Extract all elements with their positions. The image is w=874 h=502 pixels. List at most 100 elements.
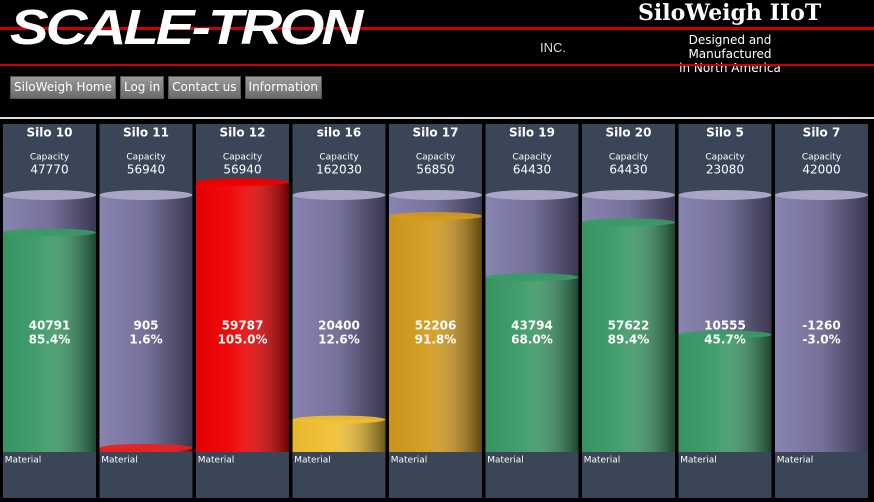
percent-value: 68.0% — [511, 333, 553, 347]
fill-top — [678, 330, 772, 339]
fill-top — [389, 212, 482, 221]
silo-top — [678, 190, 772, 200]
material-label: Material — [5, 456, 42, 466]
capacity-label: Capacity — [705, 153, 745, 163]
material-label: Material — [198, 456, 235, 466]
fill-top — [485, 273, 579, 282]
capacity-label: Capacity — [416, 153, 456, 163]
material-band — [99, 452, 193, 498]
percent-value: 12.6% — [318, 333, 360, 347]
fill-shade — [389, 216, 482, 452]
material-band — [485, 452, 579, 498]
material-label: Material — [584, 456, 621, 466]
percent-value: 45.7% — [704, 333, 746, 347]
material-label: Material — [777, 456, 814, 466]
level-value: 57622 — [608, 319, 650, 333]
silo-name: Silo 5 — [706, 126, 744, 140]
silo-name: Silo 11 — [123, 126, 169, 140]
fill-shade — [196, 182, 289, 452]
fill-top — [3, 228, 96, 237]
level-value: 40791 — [29, 319, 71, 333]
silo-top — [3, 190, 96, 200]
silo-top — [775, 190, 868, 200]
capacity-value: 64430 — [513, 163, 551, 177]
material-label: Material — [294, 456, 331, 466]
material-band — [678, 452, 772, 498]
silo-name: Silo 20 — [606, 126, 652, 140]
logo: SCALE-TRON — [10, 0, 363, 56]
silo-name: silo 16 — [317, 126, 362, 140]
nav-item[interactable]: SiloWeigh Home — [10, 76, 116, 99]
logo-line — [0, 27, 874, 30]
material-band — [582, 452, 675, 498]
fill-shade — [3, 232, 96, 452]
separator — [0, 117, 874, 119]
silo-name: Silo 10 — [27, 126, 73, 140]
material-label: Material — [391, 456, 428, 466]
nav-item[interactable]: Information — [244, 76, 322, 99]
fill-shade — [678, 334, 772, 452]
capacity-value: 42000 — [802, 163, 840, 177]
silo-name: Silo 19 — [509, 126, 555, 140]
nav-bar: SiloWeigh Home Log in Contact us Informatio… — [10, 76, 322, 99]
capacity-label: Capacity — [126, 153, 166, 163]
silo-top — [292, 190, 386, 200]
fill-top — [99, 443, 193, 452]
fill-shade — [485, 277, 579, 452]
material-label: Material — [101, 456, 138, 466]
silo-shell — [292, 195, 386, 452]
silo-shell — [775, 195, 868, 452]
level-value: 905 — [133, 319, 158, 333]
level-value: 10555 — [704, 319, 746, 333]
capacity-value: 47770 — [30, 163, 68, 177]
silo-shell — [99, 195, 193, 452]
header-line — [0, 64, 874, 66]
fill-shade — [292, 419, 386, 452]
capacity-label: Capacity — [223, 153, 263, 163]
capacity-label: Capacity — [609, 153, 649, 163]
capacity-value: 56940 — [127, 163, 165, 177]
capacity-value: 23080 — [706, 163, 744, 177]
capacity-value: 64430 — [609, 163, 647, 177]
material-band — [292, 452, 386, 498]
silo-top — [389, 190, 482, 200]
material-band — [3, 452, 96, 498]
subtitle-line: Designed and Manufactured — [688, 33, 772, 61]
silo-name: Silo 17 — [413, 126, 459, 140]
material-band — [775, 452, 868, 498]
capacity-label: Capacity — [802, 153, 842, 163]
silo-name: Silo 12 — [220, 126, 266, 140]
material-label: Material — [680, 456, 717, 466]
capacity-label: Capacity — [512, 153, 552, 163]
percent-value: 91.8% — [415, 333, 457, 347]
subtitle: Designed and Manufactured in North Ameri… — [650, 33, 810, 75]
level-value: 43794 — [511, 319, 553, 333]
nav-item[interactable]: Log in — [119, 76, 165, 99]
capacity-value: 56850 — [416, 163, 454, 177]
percent-value: -3.0% — [802, 333, 840, 347]
percent-value: 89.4% — [608, 333, 650, 347]
header: SCALE-TRON INC. SiloWeigh IIoT Designed … — [0, 0, 874, 75]
level-value: 59787 — [222, 319, 264, 333]
material-band — [389, 452, 482, 498]
app-title: SiloWeigh IIoT — [638, 0, 822, 26]
level-value: -1260 — [802, 319, 840, 333]
nav-item[interactable]: Contact us — [168, 76, 241, 99]
material-band — [196, 452, 289, 498]
capacity-value: 56940 — [223, 163, 261, 177]
level-value: 52206 — [415, 319, 457, 333]
percent-value: 85.4% — [29, 333, 71, 347]
percent-value: 105.0% — [218, 333, 268, 347]
level-value: 20400 — [318, 319, 360, 333]
material-label: Material — [487, 456, 524, 466]
fill-shade — [582, 222, 675, 452]
fill-top — [196, 178, 289, 187]
silo-top — [99, 190, 193, 200]
fill-top — [292, 415, 386, 424]
silo-top — [485, 190, 579, 200]
silo-top — [582, 190, 675, 200]
fill-top — [582, 218, 675, 227]
percent-value: 1.6% — [129, 333, 162, 347]
